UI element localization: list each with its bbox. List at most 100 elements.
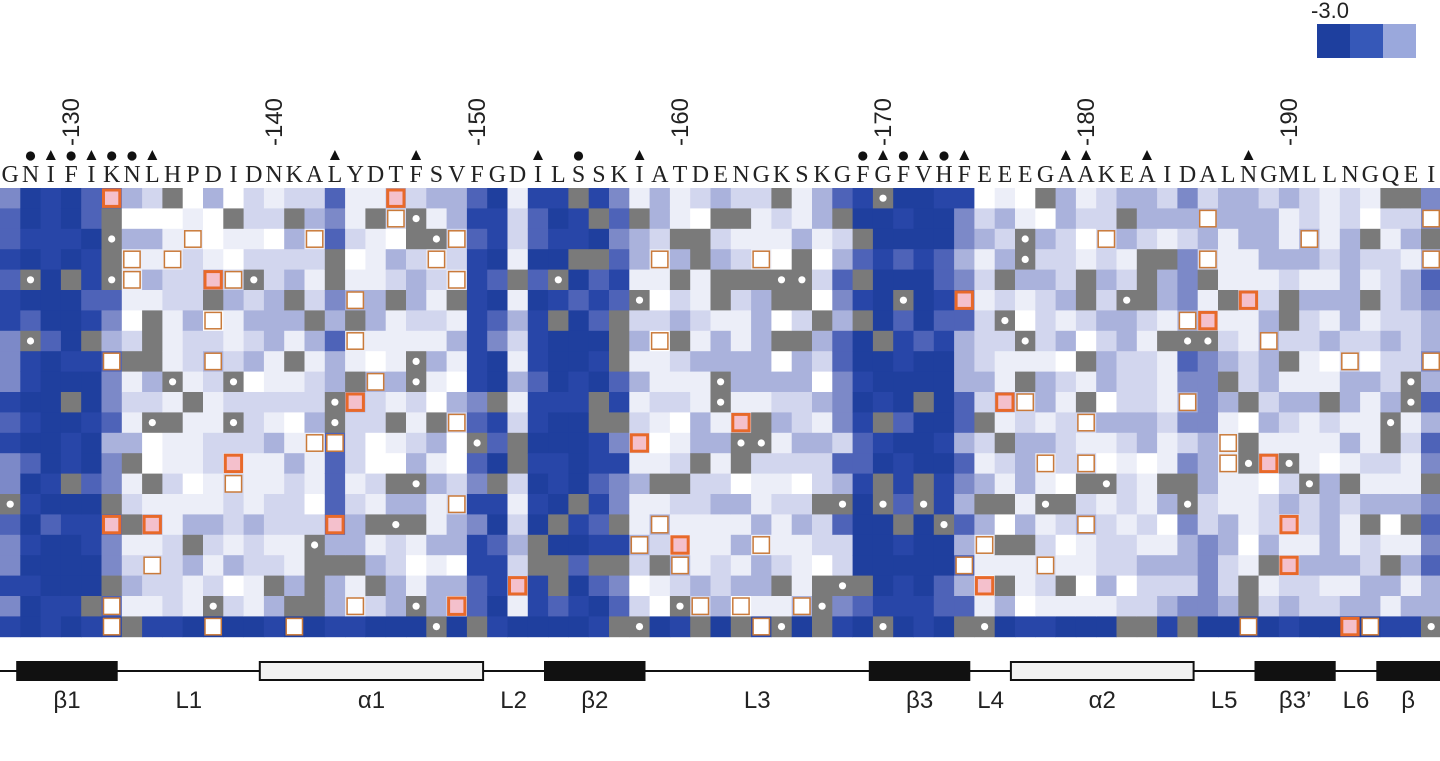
residue-letter: T [388, 162, 403, 188]
heatmap-cell [588, 208, 610, 230]
heatmap-cell [933, 228, 955, 250]
heatmap-cell [1015, 188, 1036, 209]
heatmap-cell [669, 208, 691, 230]
heatmap-cell [40, 555, 62, 576]
residue-letter: F [64, 162, 77, 188]
heatmap-cell [1015, 555, 1036, 576]
heatmap-cell [466, 453, 488, 474]
heatmap-cell [101, 330, 123, 352]
heatmap-cell [182, 596, 204, 617]
heatmap-cell [812, 351, 833, 372]
heatmap-cell [1299, 330, 1320, 352]
heatmap-cell [791, 188, 813, 209]
heatmap-cell [162, 616, 184, 638]
marker-triangle [533, 150, 543, 160]
cell-dot [412, 357, 420, 365]
heatmap-cell [1339, 575, 1361, 597]
heatmap-cell [1116, 575, 1138, 597]
heatmap-cell [1075, 534, 1097, 556]
residue-letter: N [22, 162, 39, 188]
heatmap-cell [1339, 453, 1361, 474]
heatmap-cell [994, 269, 1016, 291]
heatmap-cell [1218, 208, 1239, 230]
heatmap-cell [1136, 208, 1158, 230]
heatmap-cell [1055, 473, 1077, 495]
heatmap-cell [385, 351, 407, 372]
heatmap-cell [1380, 555, 1402, 576]
heatmap-cell [690, 473, 711, 495]
heatmap-cell [284, 208, 305, 230]
heatmap-cell [1157, 310, 1178, 332]
heatmap-cell [1238, 228, 1259, 250]
heatmap-cell [162, 575, 184, 597]
heatmap-cell [81, 616, 102, 638]
heatmap-cell [1136, 290, 1158, 311]
heatmap-cell [243, 351, 265, 372]
heatmap-cell [588, 494, 610, 515]
heatmap-cell [40, 575, 62, 597]
heatmap-cell [1360, 555, 1381, 576]
heatmap-cell [1299, 371, 1320, 393]
heatmap-cell [1015, 534, 1036, 556]
ss-strand [1254, 661, 1336, 681]
heatmap-cell [710, 453, 732, 474]
heatmap-cell [609, 269, 630, 291]
highlight-cell [386, 188, 406, 208]
heatmap-cell [426, 392, 447, 413]
heatmap-cell [527, 208, 549, 230]
heatmap-cell [771, 514, 793, 536]
heatmap-cell [812, 616, 833, 638]
heatmap-cell [466, 228, 488, 250]
heatmap-cell [974, 188, 996, 209]
heatmap-cell [345, 249, 366, 270]
heatmap-cell [852, 228, 874, 250]
residue-letter: F [409, 162, 422, 188]
cell-dot [777, 276, 786, 284]
heatmap-cell [1400, 412, 1422, 434]
heatmap-cell [20, 432, 41, 454]
heatmap-cell [0, 575, 21, 597]
heatmap-cell [1177, 432, 1199, 454]
heatmap-cell [1400, 188, 1422, 209]
heatmap-cell [487, 432, 508, 454]
heatmap-cell [690, 351, 711, 372]
highlight-cell [1422, 209, 1440, 228]
heatmap-cell [60, 412, 82, 434]
heatmap-cell [994, 351, 1016, 372]
heatmap-cell [954, 412, 975, 434]
heatmap-cell [1339, 555, 1361, 576]
heatmap-cell [994, 188, 1016, 209]
heatmap-cell [1380, 473, 1402, 495]
heatmap-cell [466, 596, 488, 617]
heatmap-cell [446, 514, 468, 536]
heatmap-cell [1299, 310, 1320, 332]
highlight-cell [204, 352, 223, 371]
heatmap-cell [1400, 208, 1422, 230]
heatmap-cell [913, 269, 935, 291]
heatmap-cell [527, 249, 549, 270]
highlight-cell [102, 352, 121, 371]
heatmap-cell [812, 269, 833, 291]
heatmap-cell [791, 330, 813, 352]
cell-dot [777, 623, 786, 631]
heatmap-cell [609, 514, 630, 536]
heatmap-cell [1299, 534, 1320, 556]
residue-letter: G [489, 162, 506, 188]
heatmap-cell [507, 330, 529, 352]
heatmap-cell [507, 208, 529, 230]
heatmap-cell [852, 514, 874, 536]
residue-letter: H [935, 162, 952, 188]
heatmap-cell [40, 412, 62, 434]
heatmap-cell [954, 616, 975, 638]
heatmap-cell [913, 330, 935, 352]
heatmap-cell [771, 228, 793, 250]
heatmap-cell [527, 514, 549, 536]
heatmap-cell [771, 392, 793, 413]
heatmap-cell [81, 310, 102, 332]
heatmap-cell [1380, 616, 1402, 638]
heatmap-cell [1136, 351, 1158, 372]
heatmap-cell [730, 371, 752, 393]
heatmap-cell [1360, 534, 1381, 556]
heatmap-cell [832, 330, 853, 352]
heatmap-cell [872, 432, 894, 454]
